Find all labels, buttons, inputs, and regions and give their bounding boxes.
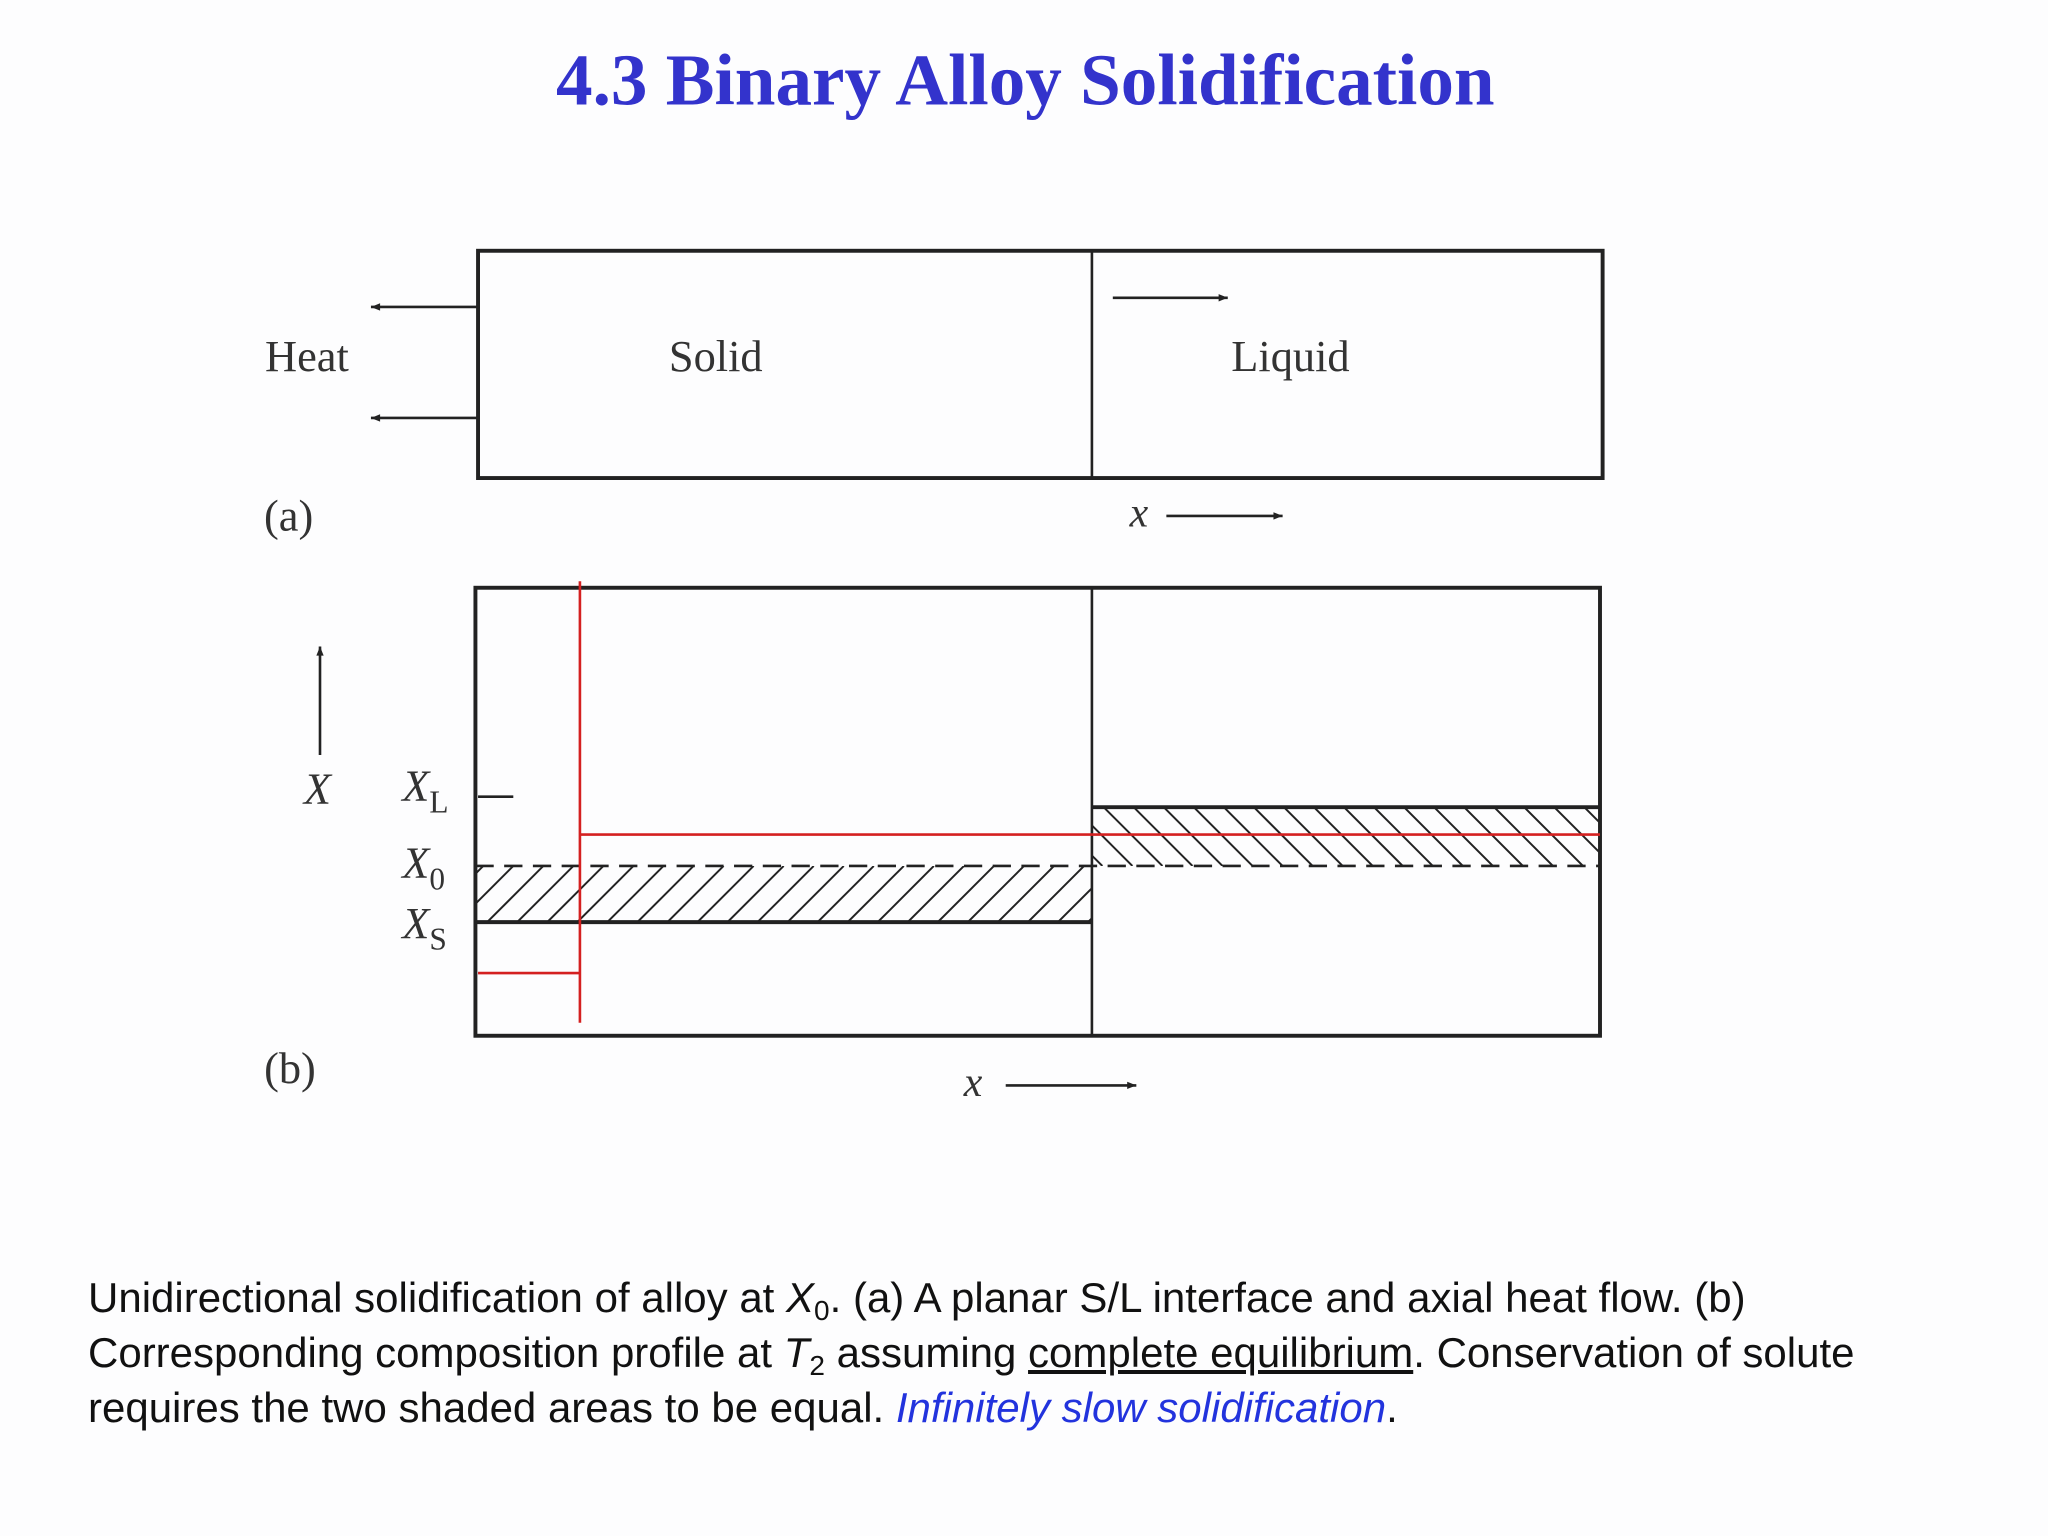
- hatch-line: [1091, 824, 1134, 866]
- y-axis-label: X: [302, 763, 333, 813]
- caption-subscript: 0: [814, 1295, 830, 1326]
- hatch-line: [937, 865, 995, 923]
- hatch-line: [726, 865, 785, 923]
- hatch-line: [666, 865, 725, 923]
- axis-label: x: [1129, 490, 1149, 536]
- hatch-line: [516, 865, 575, 923]
- xl-label: XL: [400, 761, 448, 820]
- hatch-line: [907, 865, 965, 923]
- hatch-line: [1163, 807, 1224, 866]
- xl-sub: L: [429, 784, 448, 819]
- hatch-line: [576, 865, 635, 923]
- hatch-line: [1102, 807, 1164, 866]
- frame-b: [473, 585, 1602, 1038]
- hatch-line: [1553, 807, 1600, 855]
- caption: Unidirectional solidification of alloy a…: [88, 1270, 1988, 1435]
- hatch-line: [816, 865, 875, 923]
- hatch-line: [1223, 807, 1284, 866]
- xl-main: X: [400, 761, 431, 811]
- panel-label: (b): [264, 1043, 316, 1093]
- hatch-line: [1583, 807, 1600, 825]
- hatch-line: [1674, 807, 1733, 866]
- hatch-line: [636, 865, 695, 923]
- liquid-label: Liquid: [1231, 331, 1349, 381]
- hatch-line: [1253, 807, 1314, 866]
- hatch-line: [967, 865, 1025, 923]
- hatch-solid: [475, 865, 1204, 923]
- hatch-line: [1313, 807, 1374, 866]
- hatch-line: [1644, 807, 1703, 866]
- hatch-line: [997, 865, 1055, 923]
- hatch-line: [1343, 807, 1404, 866]
- hatch-line: [846, 865, 905, 923]
- caption-symbol: T: [783, 1329, 810, 1376]
- hatch-line: [1403, 807, 1464, 866]
- hatch-line: [1373, 807, 1434, 866]
- caption-text: Unidirectional solidification of alloy a…: [88, 1274, 787, 1321]
- panel-label: (a): [264, 490, 313, 540]
- caption-text: . Conservation of solute requires the tw…: [88, 1329, 1855, 1431]
- hatch-line: [1433, 807, 1494, 866]
- xs-label: XS: [400, 898, 447, 957]
- caption-text: assuming: [824, 1329, 1029, 1376]
- hatch-liquid: [1014, 807, 1733, 866]
- hatch-line: [1614, 807, 1673, 866]
- hatch-line: [546, 865, 605, 923]
- caption-text: . (a) A planar S/L interface and axial h…: [88, 1274, 1746, 1376]
- x0-main: X: [400, 838, 431, 888]
- caption-text: .: [1386, 1384, 1398, 1431]
- frame-a: [476, 248, 1605, 480]
- hatch-line: [1027, 865, 1085, 923]
- xs-sub: S: [429, 922, 446, 957]
- hatch-line: [606, 865, 665, 923]
- hatch-line: [1463, 807, 1524, 866]
- hatch-line: [1193, 807, 1254, 866]
- caption-highlight: Infinitely slow solidification: [895, 1384, 1387, 1431]
- slide-title: 4.3 Binary Alloy Solidification: [556, 39, 1495, 120]
- hatch-line: [756, 865, 815, 923]
- heat-label: Heat: [265, 331, 349, 381]
- hatch-line: [1087, 916, 1092, 923]
- caption-symbol: X: [786, 1274, 815, 1321]
- hatch-line: [696, 865, 755, 923]
- hatch-line: [1118, 866, 1174, 922]
- hatch-line: [1057, 886, 1092, 923]
- hatch-line: [475, 865, 514, 906]
- hatch-line: [786, 865, 845, 923]
- axis-label: x: [963, 1060, 983, 1106]
- hatch-line: [1014, 807, 1073, 866]
- hatch-line: [1133, 807, 1194, 866]
- hatch-line: [1523, 807, 1584, 866]
- hatch-line: [1493, 807, 1554, 866]
- x0-sub: 0: [429, 861, 445, 896]
- solid-label: Solid: [669, 331, 763, 381]
- hatch-line: [1091, 854, 1104, 866]
- xs-main: X: [400, 898, 431, 948]
- hatch-line: [486, 865, 545, 923]
- hatch-line: [1148, 866, 1204, 922]
- x0-label: X0: [400, 838, 445, 897]
- hatch-line: [1283, 807, 1344, 866]
- caption-subscript: 2: [809, 1350, 825, 1381]
- hatch-line: [877, 865, 935, 923]
- caption-underlined: complete equilibrium: [1028, 1329, 1414, 1376]
